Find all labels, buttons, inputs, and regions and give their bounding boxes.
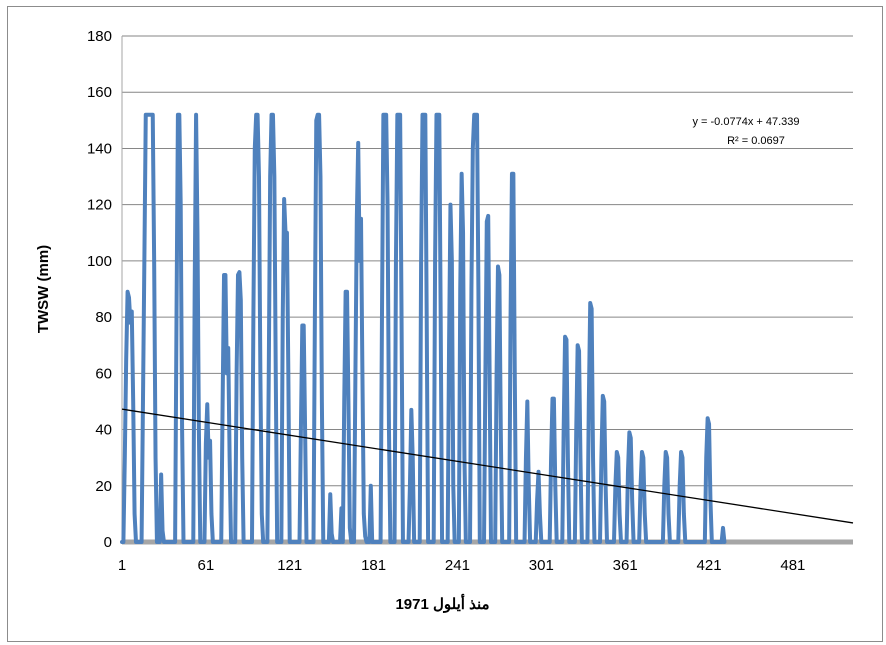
y-tick-label: 180 (87, 28, 112, 45)
x-tick-label: 361 (613, 557, 638, 574)
labels-layer: 0 20 40 60 80 100 120 140 160 180 1 61 121 181 241 301 3… (35, 28, 805, 613)
trendline (121, 408, 854, 524)
y-tick-label: 100 (87, 253, 112, 270)
x-tick-label: 481 (780, 557, 805, 574)
y-tick-label: 80 (95, 309, 112, 326)
y-tick-label: 40 (95, 422, 112, 439)
x-tick-label: 121 (277, 557, 302, 574)
y-tick-label: 20 (95, 478, 112, 495)
r-squared-label: R² = 0.0697 (727, 135, 785, 147)
series-line (120, 112, 727, 544)
x-tick-label: 1 (118, 557, 126, 574)
trendline-equation: y = -0.0774x + 47.339 (692, 116, 799, 128)
x-tick-label: 181 (361, 557, 386, 574)
x-tick-label: 301 (529, 557, 554, 574)
y-tick-label: 60 (95, 365, 112, 382)
y-tick-label: 160 (87, 84, 112, 101)
chart-frame: 0 20 40 60 80 100 120 140 160 180 1 61 121 181 241 301 3… (7, 6, 883, 642)
y-tick-label: 0 (104, 534, 112, 551)
trendline-layer (121, 408, 854, 524)
x-tick-label: 241 (445, 557, 470, 574)
x-tick-label: 421 (697, 557, 722, 574)
x-tick-label: 61 (198, 557, 215, 574)
y-tick-label: 140 (87, 140, 112, 157)
y-axis-title: TWSW (mm) (35, 245, 52, 333)
y-tick-label: 120 (87, 197, 112, 214)
line-chart: 0 20 40 60 80 100 120 140 160 180 1 61 121 181 241 301 3… (35, 28, 854, 613)
x-axis-title: منذ أيلول 1971 (395, 593, 489, 613)
series-layer (120, 112, 727, 544)
